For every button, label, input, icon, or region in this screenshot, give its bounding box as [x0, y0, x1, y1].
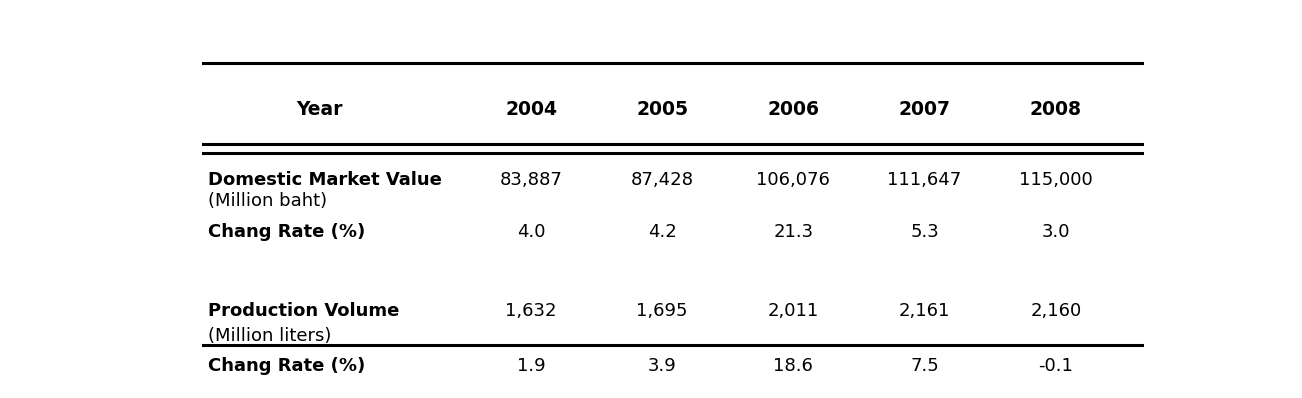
Text: 111,647: 111,647	[888, 170, 962, 189]
Text: 87,428: 87,428	[630, 170, 694, 189]
Text: 7.5: 7.5	[910, 357, 939, 375]
Text: 83,887: 83,887	[500, 170, 562, 189]
Text: Chang Rate (%): Chang Rate (%)	[208, 357, 366, 375]
Text: 115,000: 115,000	[1019, 170, 1092, 189]
Text: 2005: 2005	[637, 100, 689, 119]
Text: 3.0: 3.0	[1042, 222, 1070, 241]
Text: 3.9: 3.9	[648, 357, 677, 375]
Text: 21.3: 21.3	[773, 222, 814, 241]
Text: (Million liters): (Million liters)	[208, 327, 332, 345]
Text: 5.3: 5.3	[910, 222, 939, 241]
Text: 1,632: 1,632	[505, 302, 557, 320]
Text: Year: Year	[296, 100, 342, 119]
Text: 1.9: 1.9	[517, 357, 546, 375]
Text: 2006: 2006	[767, 100, 819, 119]
Text: (Million baht): (Million baht)	[208, 192, 327, 210]
Text: 2,160: 2,160	[1030, 302, 1082, 320]
Text: Chang Rate (%): Chang Rate (%)	[208, 222, 366, 241]
Text: 2004: 2004	[505, 100, 557, 119]
Text: 2,011: 2,011	[768, 302, 819, 320]
Text: 4.2: 4.2	[648, 222, 677, 241]
Text: Domestic Market Value: Domestic Market Value	[208, 170, 443, 189]
Text: 2007: 2007	[898, 100, 950, 119]
Text: 18.6: 18.6	[773, 357, 814, 375]
Text: -0.1: -0.1	[1038, 357, 1073, 375]
Text: 1,695: 1,695	[637, 302, 687, 320]
Text: Production Volume: Production Volume	[208, 302, 400, 320]
Text: 2008: 2008	[1030, 100, 1082, 119]
Text: 4.0: 4.0	[517, 222, 546, 241]
Text: 106,076: 106,076	[756, 170, 831, 189]
Text: 2,161: 2,161	[898, 302, 950, 320]
